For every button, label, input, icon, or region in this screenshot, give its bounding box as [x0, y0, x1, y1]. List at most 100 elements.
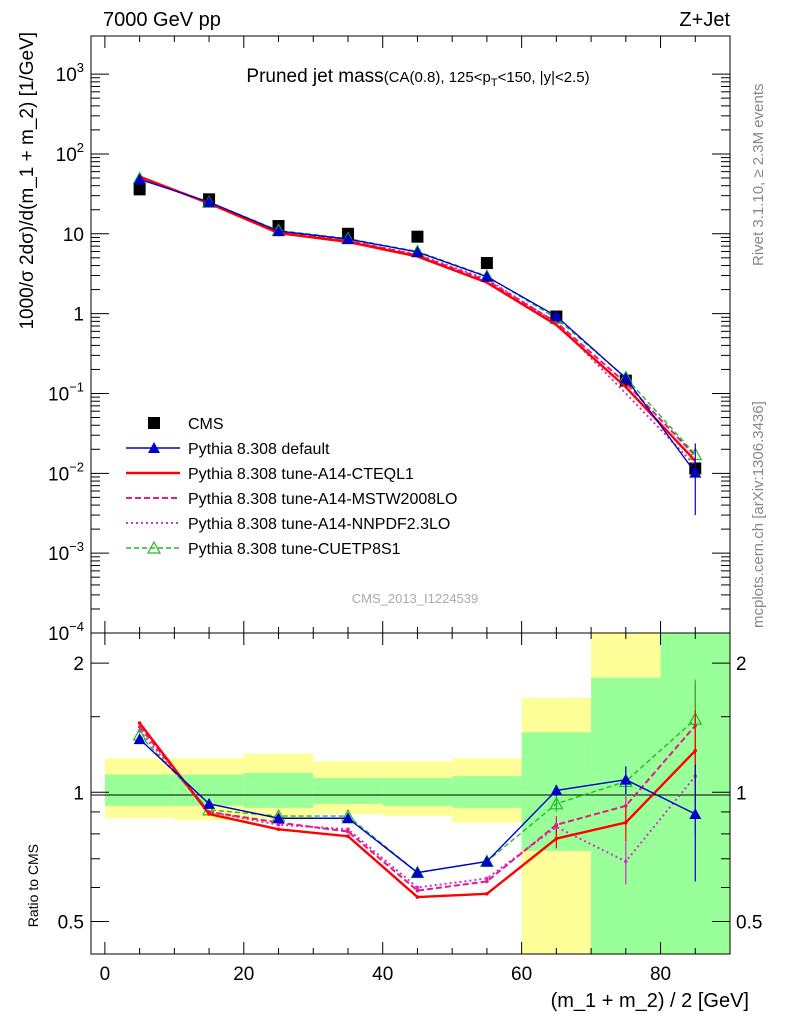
- main-point-default: [203, 196, 216, 208]
- legend-marker-cms: [148, 417, 160, 429]
- main-series: [132, 171, 703, 516]
- ratio-point-mstw: [415, 888, 420, 893]
- main-point-cms: [480, 257, 493, 270]
- main-ytick-label: 102: [56, 140, 84, 166]
- ratio-line-nnpdf: [138, 730, 697, 889]
- ytick-mantissa: 10: [48, 624, 69, 645]
- main-ytick-label: 103: [56, 60, 84, 86]
- legend-label-nnpdf: Pythia 8.308 tune-A14-NNPDF2.3LO: [188, 516, 450, 533]
- ratio-ytick-label-right: 0.5: [736, 912, 762, 933]
- main-ytick-label: 1: [73, 305, 84, 326]
- ytick-mantissa: 10: [56, 145, 77, 166]
- legend-label-mstw: Pythia 8.308 tune-A14-MSTW2008LO: [188, 491, 457, 508]
- ratio-xlabel: (m_1 + m_2) / 2 [GeV]: [551, 990, 749, 1012]
- ratio-point-cteql1: [624, 820, 628, 825]
- ratio-frame: [90, 632, 731, 955]
- ytick-mantissa: 10: [48, 544, 69, 565]
- ratio-point-mstw: [485, 879, 489, 884]
- main-line-cuetp8s1: [139, 178, 696, 455]
- ratio-point-default: [480, 855, 493, 867]
- ratio-point-default: [272, 812, 285, 824]
- ratio-point-cteql1: [207, 812, 211, 816]
- ytick-mantissa: 10: [63, 225, 84, 246]
- ratio-ytick-label: 1: [73, 783, 84, 804]
- ytick-mantissa: 10: [48, 384, 69, 405]
- ytick-mantissa: 1: [73, 305, 84, 326]
- ratio-point-default: [341, 812, 354, 824]
- ratio-xtick-label: 60: [511, 964, 532, 985]
- ytick-mantissa: 10: [56, 65, 77, 86]
- main-point-default: [619, 372, 632, 384]
- ratio-point-mstw: [554, 822, 559, 827]
- ratio-ticks: 0 20 40 60 80 2 2 1 1 0.5 0.5: [58, 36, 762, 985]
- main-point-cms: [133, 183, 146, 196]
- main-ytick-label: 10−3: [48, 539, 84, 565]
- ratio-point-default: [550, 784, 563, 796]
- main-frame: [90, 35, 731, 634]
- main-ylabel: 1000/σ 2dσ)/d(m_1 + m_2) [1/GeV]: [17, 32, 38, 330]
- band-inner-0: [104, 774, 175, 806]
- ratio-xtick-label: 20: [233, 964, 254, 985]
- ytick-exponent: −4: [69, 619, 84, 634]
- ratio-ytick-label-right: 2: [736, 654, 747, 675]
- ratio-point-default: [411, 866, 424, 878]
- ratio-point-default: [619, 773, 632, 785]
- ratio-point-nnpdf: [485, 876, 489, 881]
- chart-title-main: Pruned jet mass: [246, 66, 383, 87]
- legend-label-default: Pythia 8.308 default: [188, 441, 330, 458]
- ratio-point-cteql1: [137, 721, 142, 725]
- ratio-point-nnpdf: [415, 885, 420, 890]
- main-line-mstw: [139, 176, 696, 457]
- legend-label-cms: CMS: [188, 416, 224, 433]
- ratio-point-cteql1: [693, 748, 698, 753]
- ratio-point-default: [203, 797, 216, 809]
- ytick-exponent: 3: [77, 60, 84, 75]
- analysis-id: CMS_2013_I1224539: [352, 591, 479, 606]
- ratio-point-default: [689, 808, 702, 820]
- chart-subtitle-sub: T: [491, 77, 498, 89]
- ratio-series: [132, 679, 703, 899]
- ratio-point-cteql1: [276, 827, 281, 832]
- ratio-ytick-label-right: 1: [736, 783, 747, 804]
- ytick-exponent: 2: [77, 140, 84, 155]
- ratio-point-default: [133, 733, 146, 745]
- energy-label: 7000 GeV pp: [103, 9, 221, 31]
- chart-subtitle: (CA(0.8), 125<p: [384, 69, 491, 86]
- ratio-ytick-label: 2: [73, 654, 84, 675]
- legend-marker-default: [148, 442, 160, 453]
- main-point-default: [689, 466, 702, 478]
- rivet-label: Rivet 3.1.10, ≥ 2.3M events: [750, 84, 767, 267]
- main-point-default: [550, 310, 563, 322]
- ratio-point-nnpdf: [624, 859, 628, 864]
- ratio-xtick-label: 80: [650, 964, 671, 985]
- ratio-ytick-label: 0.5: [58, 912, 84, 933]
- chart-title: Pruned jet mass(CA(0.8), 125<pT<150, |y|…: [246, 66, 589, 89]
- chart-subtitle-rest: <150, |y|<2.5): [498, 69, 590, 86]
- main-point-default: [133, 173, 146, 185]
- main-ytick-label: 10−1: [48, 379, 84, 405]
- ratio-point-cteql1: [346, 834, 350, 839]
- main-point-default: [411, 246, 424, 258]
- ratio-point-mstw: [346, 829, 350, 834]
- band-inner-3: [313, 777, 383, 804]
- main-point-default: [480, 270, 493, 282]
- band-inner-5: [452, 776, 522, 808]
- process-label: Z+Jet: [679, 9, 730, 31]
- band-inner-4: [382, 777, 453, 806]
- legend: CMS Pythia 8.308 default Pythia 8.308 tune…: [126, 416, 457, 558]
- ytick-exponent: −2: [69, 459, 84, 474]
- legend-label-cteql1: Pythia 8.308 tune-A14-CTEQL1: [188, 466, 414, 483]
- ratio-xtick-label: 40: [372, 964, 393, 985]
- ratio-xtick-label: 0: [100, 964, 111, 985]
- main-ytick-label: 10−2: [48, 459, 84, 485]
- main-ytick-label: 10−4: [48, 619, 84, 645]
- ytick-mantissa: 10: [48, 464, 69, 485]
- mcplots-label: mcplots.cern.ch [arXiv:1306.3436]: [750, 401, 767, 628]
- main-point-default: [341, 233, 354, 245]
- ratio-ylabel: Ratio to CMS: [25, 844, 41, 927]
- legend-marker-cuetp8s1: [146, 540, 162, 554]
- legend-label-cuetp8s1: Pythia 8.308 tune-CUETP8S1: [188, 541, 401, 558]
- ratio-point-cteql1: [554, 836, 559, 841]
